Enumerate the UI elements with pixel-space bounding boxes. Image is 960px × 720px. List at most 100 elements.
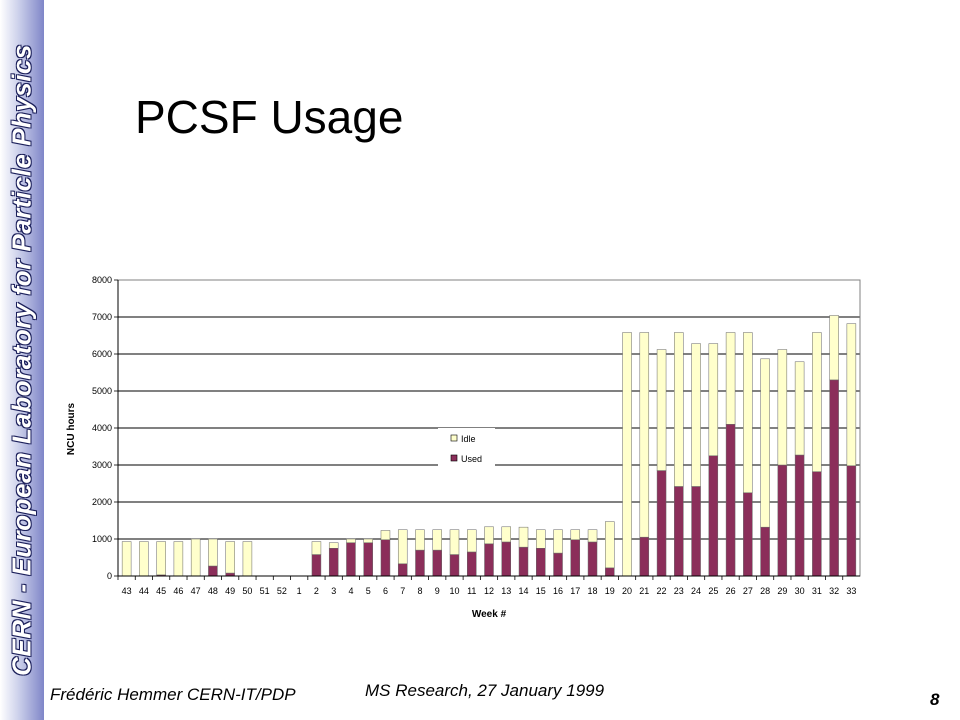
page-title: PCSF Usage [135, 91, 404, 143]
bar-idle-27 [743, 332, 753, 494]
bar-idle-26 [725, 332, 736, 425]
x-tick-label: 21 [639, 586, 649, 596]
bar-used-5 [363, 542, 373, 577]
x-tick-label: 44 [139, 586, 149, 596]
legend-idle-label: Idle [461, 434, 476, 444]
x-tick-label: 25 [708, 586, 718, 596]
x-tick-label: 51 [260, 586, 270, 596]
bar-idle-24 [691, 343, 701, 487]
bar-idle-28 [760, 358, 770, 528]
y-tick-label: 6000 [92, 349, 112, 359]
y-tick-label: 7000 [92, 312, 112, 322]
bar-used-16 [553, 552, 563, 577]
bar-used-9 [432, 549, 442, 577]
bar-idle-48 [208, 538, 218, 567]
x-tick-label: 16 [553, 586, 563, 596]
bar-idle-8 [415, 529, 425, 551]
x-tick-label: 14 [519, 586, 529, 596]
bar-idle-20 [622, 332, 632, 577]
bar-used-29 [777, 464, 788, 577]
bar-idle-25 [708, 343, 719, 457]
x-tick-label: 17 [570, 586, 580, 596]
bar-used-19 [605, 567, 615, 577]
bar-idle-22 [656, 349, 667, 471]
x-tick-label: 1 [297, 586, 302, 596]
bar-idle-23 [674, 332, 684, 487]
sidebar-banner: CERN - European Laboratory for Particle … [0, 0, 44, 720]
bar-used-15 [536, 548, 546, 577]
x-tick-label: 6 [383, 586, 388, 596]
bar-idle-14 [518, 526, 529, 548]
x-tick-label: 32 [829, 586, 839, 596]
x-tick-label: 22 [657, 586, 667, 596]
legend-used-swatch [450, 454, 458, 462]
bar-used-48 [208, 565, 218, 577]
bar-idle-7 [397, 529, 408, 565]
y-axis-label: NCU hours [66, 402, 77, 455]
bar-used-13 [501, 541, 511, 577]
x-tick-label: 3 [331, 586, 336, 596]
bar-idle-50 [242, 541, 253, 577]
bar-used-8 [415, 549, 425, 577]
x-tick-label: 24 [691, 586, 701, 596]
x-tick-label: 46 [173, 586, 183, 596]
y-tick-label: 2000 [92, 497, 112, 507]
bar-used-27 [743, 492, 753, 577]
bar-used-30 [794, 454, 805, 577]
bar-used-11 [467, 551, 477, 577]
footer-event: MS Research, 27 January 1999 [365, 681, 605, 700]
x-tick-label: 7 [400, 586, 405, 596]
bar-idle-17 [570, 529, 581, 540]
bar-used-24 [691, 486, 701, 577]
bar-idle-49 [225, 541, 235, 574]
x-tick-label: 52 [277, 586, 287, 596]
bar-idle-10 [449, 529, 460, 555]
x-tick-label: 23 [674, 586, 684, 596]
y-tick-label: 8000 [92, 275, 112, 285]
bar-idle-9 [432, 529, 442, 551]
bar-used-2 [311, 554, 322, 577]
bar-idle-11 [467, 529, 477, 553]
x-tick-label: 12 [484, 586, 494, 596]
bar-idle-5 [363, 538, 373, 543]
x-tick-label: 11 [467, 586, 476, 596]
bar-used-12 [484, 543, 494, 577]
bar-idle-33 [846, 323, 857, 466]
bar-used-10 [449, 554, 460, 577]
bar-used-31 [812, 471, 822, 577]
bar-used-7 [397, 563, 408, 577]
bar-idle-12 [484, 526, 494, 545]
y-tick-label: 0 [107, 571, 112, 581]
bars [121, 315, 857, 577]
bar-idle-21 [639, 332, 650, 538]
x-tick-label: 49 [225, 586, 235, 596]
bar-used-6 [380, 539, 391, 577]
bar-idle-43 [121, 541, 132, 577]
bar-used-23 [674, 486, 684, 577]
bar-idle-4 [346, 538, 356, 543]
bar-used-33 [846, 465, 857, 577]
bar-idle-18 [587, 529, 598, 543]
bar-idle-47 [190, 538, 201, 577]
legend-used-label: Used [461, 454, 482, 464]
bar-idle-45 [156, 541, 166, 576]
bar-idle-30 [794, 361, 805, 456]
x-tick-label: 48 [208, 586, 218, 596]
x-tick-label: 45 [156, 586, 166, 596]
footer-author: Frédéric Hemmer CERN-IT/PDP [50, 685, 296, 704]
legend-idle-swatch [450, 434, 458, 442]
x-tick-label: 28 [760, 586, 770, 596]
x-tick-label: 20 [622, 586, 632, 596]
bar-idle-46 [173, 541, 184, 577]
legend-box [438, 428, 495, 470]
x-tick-label: 4 [348, 586, 353, 596]
x-tick-label: 27 [743, 586, 753, 596]
x-tick-label: 50 [242, 586, 252, 596]
bar-idle-19 [605, 521, 615, 569]
x-tick-label: 30 [795, 586, 805, 596]
x-axis-label: Week # [472, 609, 507, 620]
bar-idle-6 [380, 530, 391, 540]
bar-idle-44 [139, 541, 149, 577]
